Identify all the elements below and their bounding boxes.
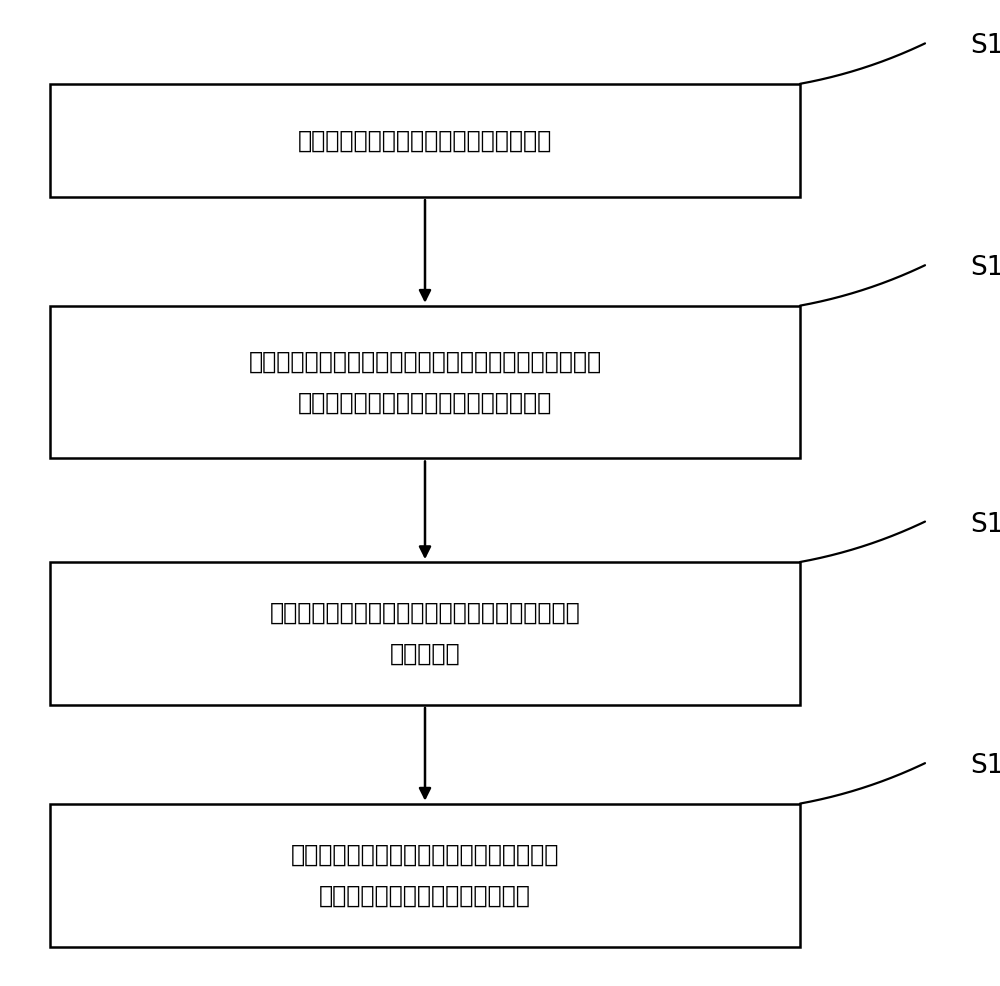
Text: 根据请求报文规范，封装数据，得到携带访问令牌: 根据请求报文规范，封装数据，得到携带访问令牌 — [270, 600, 580, 625]
Text: 根据请求报文规范中的身份标识，确定请求报文规范中的: 根据请求报文规范中的身份标识，确定请求报文规范中的 — [248, 349, 602, 374]
Bar — [50, 804, 800, 947]
Text: S101: S101 — [970, 34, 1000, 59]
Text: 问令牌的请求报文发至数据接收方: 问令牌的请求报文发至数据接收方 — [319, 883, 531, 908]
Text: 访问令牌，以使数据接收方进行身份验证: 访问令牌，以使数据接收方进行身份验证 — [298, 390, 552, 415]
Text: S104: S104 — [970, 753, 1000, 779]
Text: S103: S103 — [970, 512, 1000, 537]
Text: S102: S102 — [970, 255, 1000, 281]
Bar — [50, 84, 800, 197]
Text: 的请求报文: 的请求报文 — [390, 642, 460, 667]
Bar — [50, 306, 800, 458]
Bar — [50, 562, 800, 705]
Text: 数据发送方确定预先设定的请求报文规范: 数据发送方确定预先设定的请求报文规范 — [298, 128, 552, 153]
Text: 通过调用数据接收方的数据接口，将携带访: 通过调用数据接收方的数据接口，将携带访 — [291, 842, 559, 867]
